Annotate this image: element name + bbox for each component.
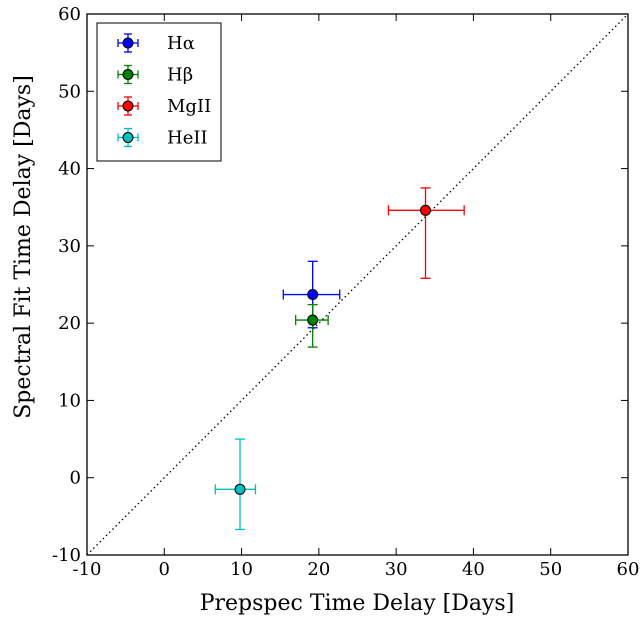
x-tick-label: 0 [159, 559, 170, 580]
data-point [234, 483, 246, 495]
y-axis-label: Spectral Fit Time Delay [Days] [11, 75, 36, 419]
x-tick-label: -10 [73, 559, 102, 580]
legend-marker-dot [122, 132, 134, 143]
y-tick-label: 40 [58, 159, 81, 180]
legend-label: HeII [167, 128, 208, 149]
x-tick-label: 40 [462, 559, 485, 580]
plot-layer: -10 0 10 20 30 40 50 60 -10 0 10 20 30 40 50 60 Hα Hβ MgII… [52, 4, 639, 580]
legend-label: Hβ [167, 65, 193, 86]
y-tick-label: 20 [58, 313, 81, 334]
legend-label: Hα [167, 33, 195, 54]
y-tick-label: 30 [58, 236, 81, 257]
legend-marker-dot [122, 100, 134, 112]
x-tick-label: 60 [617, 559, 640, 580]
y-tick-label: 60 [58, 4, 81, 25]
y-tick-label: 50 [58, 81, 81, 102]
y-tick-label: 0 [70, 468, 81, 489]
data-point [420, 204, 432, 216]
legend-marker-dot [122, 69, 134, 80]
data-point [307, 289, 319, 301]
x-axis-label: Prepspec Time Delay [Days] [200, 591, 515, 616]
y-tick-label: 10 [58, 390, 81, 411]
x-tick-label: 30 [385, 559, 408, 580]
plot-frame [86, 13, 629, 556]
legend-marker-dot [122, 37, 134, 49]
y-tick-label: -10 [52, 545, 81, 566]
x-tick-label: 20 [307, 559, 330, 580]
data-point [307, 314, 319, 326]
x-tick-label: 10 [230, 559, 253, 580]
legend-label: MgII [167, 96, 211, 117]
x-tick-label: 50 [539, 559, 562, 580]
one-to-one-reference-line [86, 13, 629, 556]
